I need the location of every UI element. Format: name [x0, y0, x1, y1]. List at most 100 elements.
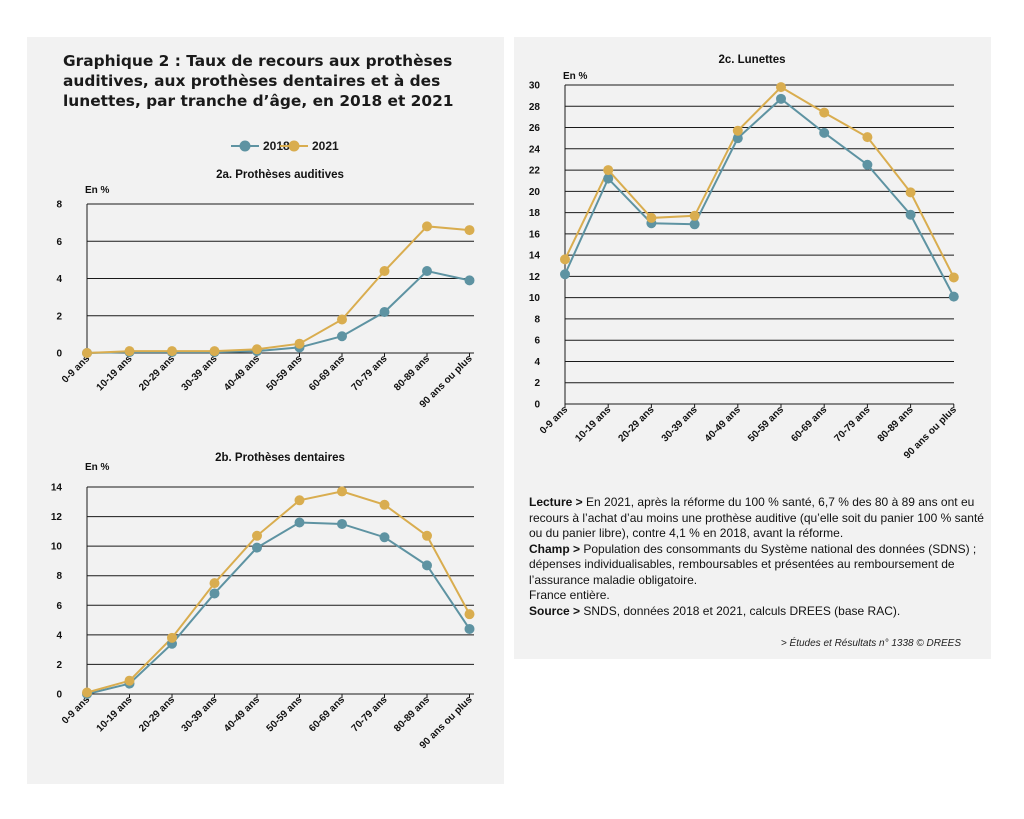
y-tick-2c-8: 8 — [534, 314, 540, 325]
note-lecture: Lecture > En 2021, après la réforme du 1… — [529, 495, 984, 542]
x-tick-label-2b-6: 60-69 ans — [307, 694, 347, 734]
point-2b-2021-5 — [294, 495, 305, 506]
point-2a-2021-4 — [252, 344, 262, 355]
x-tick-label-2c-8: 80-89 ans — [876, 404, 916, 444]
point-2a-2021-8 — [422, 221, 432, 232]
y-tick-2a-2: 2 — [56, 311, 62, 322]
x-tick-label-2b-5: 50-59 ans — [265, 694, 305, 734]
y-tick-2c-22: 22 — [529, 166, 541, 177]
x-tick-label-2b-1: 10-19 ans — [95, 694, 135, 734]
point-2c-2021-7 — [862, 132, 873, 143]
y-tick-2c-10: 10 — [529, 293, 541, 304]
series-line-2c-2021 — [564, 85, 955, 278]
y-tick-2a-6: 6 — [56, 237, 62, 248]
right-panel: 2c. Lunettes En % 0 2 4 6 8 10 12 14 16 18 20 22 24 26 2… — [514, 37, 991, 659]
note-lecture-text: En 2021, après la réforme du 100 % santé… — [529, 495, 984, 540]
x-tick-label-2b-4: 40-49 ans — [222, 694, 262, 734]
x-tick-label-2c-1: 10-19 ans — [573, 404, 613, 444]
point-2a-2021-2 — [167, 346, 177, 357]
x-tick-label-2c-4: 40-49 ans — [703, 404, 743, 444]
point-2b-2021-2 — [167, 632, 177, 643]
note-lecture-label: Lecture > — [529, 495, 583, 509]
point-2b-2021-4 — [252, 530, 262, 541]
point-2a-2018-6 — [337, 331, 347, 342]
point-2c-2018-5 — [776, 93, 786, 104]
point-2c-2021-5 — [776, 82, 786, 93]
point-2b-2021-8 — [422, 530, 432, 541]
point-2c-2018-3 — [689, 219, 700, 230]
y-tick-2b-8: 8 — [56, 571, 62, 582]
y-tick-2a-8: 8 — [56, 200, 62, 211]
y-tick-2c-24: 24 — [529, 144, 541, 155]
point-2a-2021-1 — [124, 346, 135, 357]
y-tick-2a-0: 0 — [56, 349, 62, 360]
point-2c-2018-4 — [732, 133, 743, 144]
chart-2c-title: 2c. Lunettes — [718, 54, 785, 66]
point-2b-2018-4 — [252, 542, 262, 553]
y-tick-2b-2: 2 — [56, 660, 62, 671]
legend-marker-2021 — [280, 140, 308, 152]
point-2c-2021-2 — [646, 212, 657, 223]
point-2c-2021-8 — [905, 187, 916, 198]
chart-2b-title: 2b. Prothèses dentaires — [215, 452, 345, 464]
figure-title: Graphique 2 : Taux de recours aux prothè… — [63, 52, 454, 110]
y-tick-2c-4: 4 — [534, 357, 540, 368]
legend: 2018 2021 — [27, 138, 504, 154]
y-tick-2c-14: 14 — [529, 251, 541, 262]
y-tick-2b-14: 14 — [51, 483, 63, 494]
y-tick-2b-10: 10 — [51, 542, 63, 553]
series-line-2a-2021 — [86, 225, 470, 354]
note-champ-extra: France entière. — [529, 588, 610, 602]
series-line-2b-2021 — [86, 490, 471, 694]
point-2a-2021-0 — [82, 348, 92, 358]
series-line-2b-2018 — [86, 521, 471, 695]
point-2c-2018-7 — [862, 159, 873, 170]
y-tick-2c-18: 18 — [529, 208, 541, 219]
point-2c-2021-3 — [689, 210, 700, 221]
chart-2b-unit: En % — [85, 462, 110, 473]
point-2c-2021-1 — [603, 165, 614, 176]
y-tick-2b-0: 0 — [56, 690, 62, 701]
y-tick-2c-20: 20 — [529, 187, 541, 198]
y-tick-2c-16: 16 — [529, 229, 541, 240]
y-tick-2c-2: 2 — [534, 378, 540, 389]
chart-2a-title: 2a. Prothèses auditives — [216, 169, 344, 181]
note-source-label: Source > — [529, 603, 581, 618]
y-tick-2a-4: 4 — [56, 274, 62, 285]
x-tick-label-2b-7: 70-79 ans — [350, 694, 390, 734]
x-tick-label-2b-3: 30-39 ans — [180, 694, 220, 734]
point-2c-2018-1 — [603, 173, 614, 184]
point-2b-2021-1 — [124, 675, 135, 686]
x-tick-label-2c-6: 60-69 ans — [789, 404, 829, 444]
y-tick-2b-6: 6 — [56, 601, 62, 612]
legend-label-2018: 2018 — [263, 139, 290, 153]
notes: Lecture > En 2021, après la réforme du 1… — [529, 495, 984, 619]
y-tick-2c-0: 0 — [534, 400, 540, 411]
note-champ-label: Champ > — [529, 541, 581, 556]
point-2c-2018-6 — [819, 127, 830, 138]
point-2a-2021-7 — [379, 266, 390, 277]
note-champ-text: Population des consommants du Système na… — [529, 541, 977, 587]
x-tick-label-2c-2: 20-29 ans — [617, 404, 657, 444]
x-tick-label-2c-3: 30-39 ans — [660, 404, 700, 444]
y-tick-2c-26: 26 — [529, 123, 541, 134]
point-2c-2021-4 — [732, 125, 743, 136]
x-tick-label-2b-8: 80-89 ans — [392, 694, 432, 734]
x-tick-label-2c-0: 0-9 ans — [538, 404, 570, 436]
point-2a-2021-5 — [294, 338, 305, 349]
y-tick-2c-30: 30 — [529, 81, 541, 92]
series-line-2c-2018 — [564, 97, 955, 298]
point-2b-2021-9 — [464, 609, 475, 620]
point-2b-2021-7 — [379, 499, 390, 510]
point-2b-2021-0 — [82, 687, 92, 698]
point-2b-2021-6 — [337, 486, 347, 497]
point-2c-2021-0 — [560, 254, 570, 265]
x-tick-label-2c-5: 50-59 ans — [746, 404, 786, 444]
point-2c-2018-8 — [905, 209, 916, 220]
y-tick-2c-12: 12 — [529, 272, 541, 283]
legend-label-2021: 2021 — [312, 139, 339, 153]
point-2a-2018-9 — [464, 275, 475, 286]
